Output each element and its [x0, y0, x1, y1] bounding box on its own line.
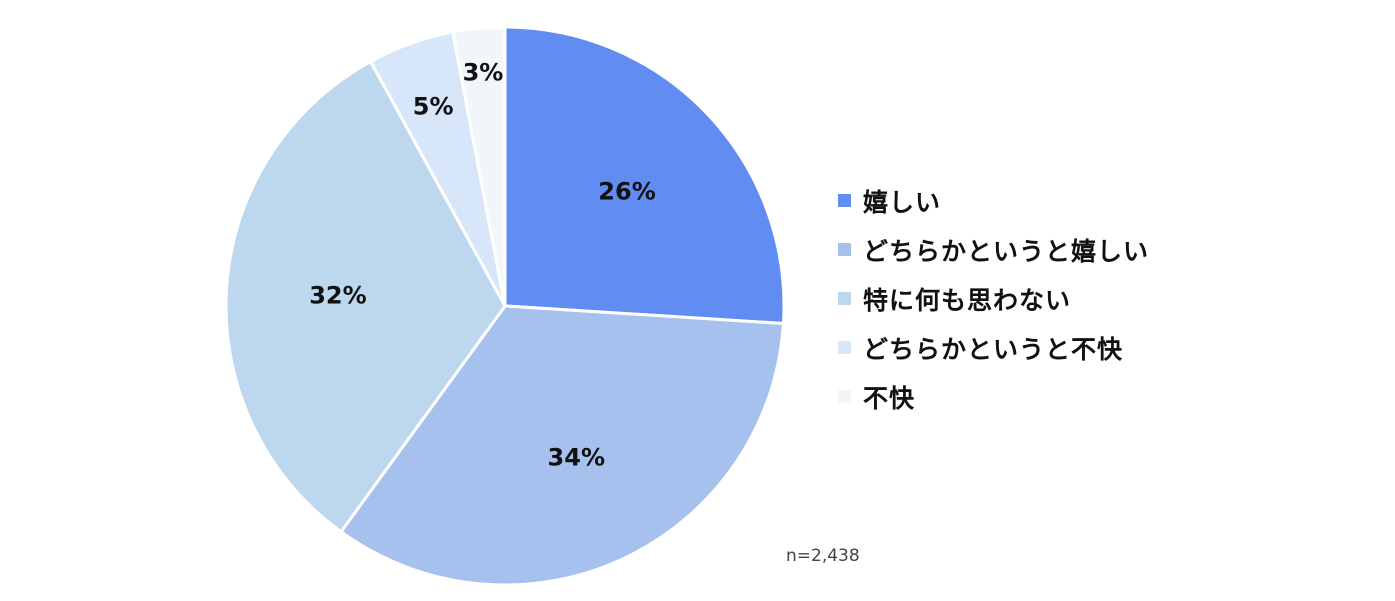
legend-swatch — [838, 292, 851, 305]
legend-swatch — [838, 194, 851, 207]
legend-item-5: 不快 — [838, 372, 1149, 421]
data-label-3: 32% — [309, 281, 366, 309]
legend-item-1: 嬉しい — [838, 176, 1149, 225]
legend-label: 不快 — [863, 383, 916, 413]
legend-swatch — [838, 341, 851, 354]
pie-slice-1 — [503, 25, 786, 326]
data-label-5: 3% — [463, 59, 504, 87]
pie-slice-3 — [224, 59, 507, 534]
legend-label: 嬉しい — [863, 187, 942, 217]
data-label-2: 34% — [548, 443, 605, 471]
legend-swatch — [838, 243, 851, 256]
legend-label: 特に何も思わない — [863, 285, 1072, 315]
legend-item-4: どちらかというと不快 — [838, 323, 1149, 372]
legend-label: どちらかというと嬉しい — [863, 236, 1150, 266]
legend-item-2: どちらかというと嬉しい — [838, 225, 1149, 274]
sample-size-note: n=2,438 — [786, 546, 860, 566]
legend-item-3: 特に何も思わない — [838, 274, 1149, 323]
pie-data-labels: 26% 34% 32% 5% 3% — [309, 59, 656, 472]
pie-slice-2 — [338, 304, 786, 587]
data-label-1: 26% — [598, 177, 655, 205]
data-label-4: 5% — [413, 92, 454, 120]
legend-swatch — [838, 390, 851, 403]
pie-slice-5 — [450, 25, 507, 307]
pie-slices — [224, 25, 786, 587]
legend-label: どちらかというと不快 — [863, 334, 1124, 364]
legend: 嬉しいどちらかというと嬉しい 特に何も思わないどちらかというと不快 不快 — [838, 176, 1149, 421]
